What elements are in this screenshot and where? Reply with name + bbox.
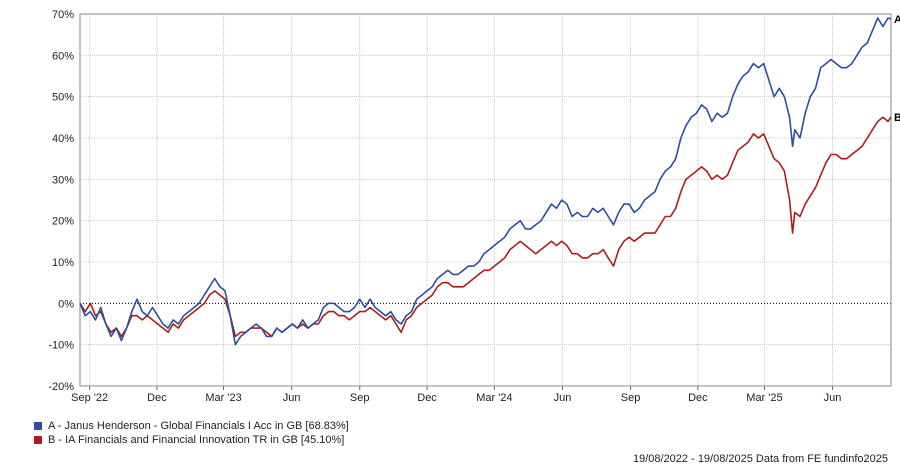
- gridlines: [80, 14, 891, 386]
- x-tick-label: Sep '22: [71, 392, 108, 404]
- x-tick-label: Dec: [688, 392, 708, 404]
- legend-label-a: A - Janus Henderson - Global Financials …: [48, 420, 349, 432]
- axes: -20% -10% 0% 10% 20% 30% 40% 50% 60% 70% Sep '22 De…: [48, 9, 892, 404]
- y-tick-label: 50%: [52, 92, 74, 104]
- y-tick-label: 30%: [52, 174, 74, 186]
- x-tick-label: Mar '25: [746, 392, 782, 404]
- legend-label-b: B - IA Financials and Financial Innovati…: [48, 434, 345, 446]
- end-labels: BA: [894, 14, 900, 124]
- y-tick-label: 10%: [52, 257, 74, 269]
- x-tick-label: Mar '24: [476, 392, 512, 404]
- plot-frame: [79, 13, 892, 387]
- x-tick-label: Jun: [283, 392, 301, 404]
- performance-line-chart: -20% -10% 0% 10% 20% 30% 40% 50% 60% 70% Sep '22 De…: [48, 9, 900, 404]
- x-tick-label: Dec: [147, 392, 167, 404]
- x-tick-label: Mar '23: [205, 392, 241, 404]
- series-end-label-b: B: [894, 112, 900, 124]
- y-tick-label: -20%: [48, 381, 74, 393]
- legend-swatch-a: [34, 422, 42, 430]
- x-tick-label: Jun: [554, 392, 572, 404]
- y-tick-label: -10%: [48, 340, 74, 352]
- series-lines: [79, 17, 892, 346]
- data-source-footer: 19/08/2022 - 19/08/2025 Data from FE fun…: [632, 453, 888, 465]
- legend: A - Janus Henderson - Global Financials …: [34, 419, 349, 447]
- x-tick-label: Dec: [417, 392, 437, 404]
- x-tick-label: Sep: [621, 392, 641, 404]
- y-tick-label: 70%: [52, 9, 74, 21]
- y-tick-label: 60%: [52, 50, 74, 62]
- y-tick-label: 0%: [58, 298, 74, 310]
- legend-item-a: A - Janus Henderson - Global Financials …: [34, 419, 349, 433]
- legend-item-b: B - IA Financials and Financial Innovati…: [34, 433, 349, 447]
- legend-swatch-b: [34, 436, 42, 444]
- series-line-b: [79, 116, 892, 338]
- series-line-a: [79, 17, 892, 346]
- y-tick-label: 20%: [52, 216, 74, 228]
- series-end-label-a: A: [894, 14, 900, 26]
- x-tick-label: Sep: [350, 392, 370, 404]
- y-tick-label: 40%: [52, 133, 74, 145]
- x-tick-label: Jun: [824, 392, 842, 404]
